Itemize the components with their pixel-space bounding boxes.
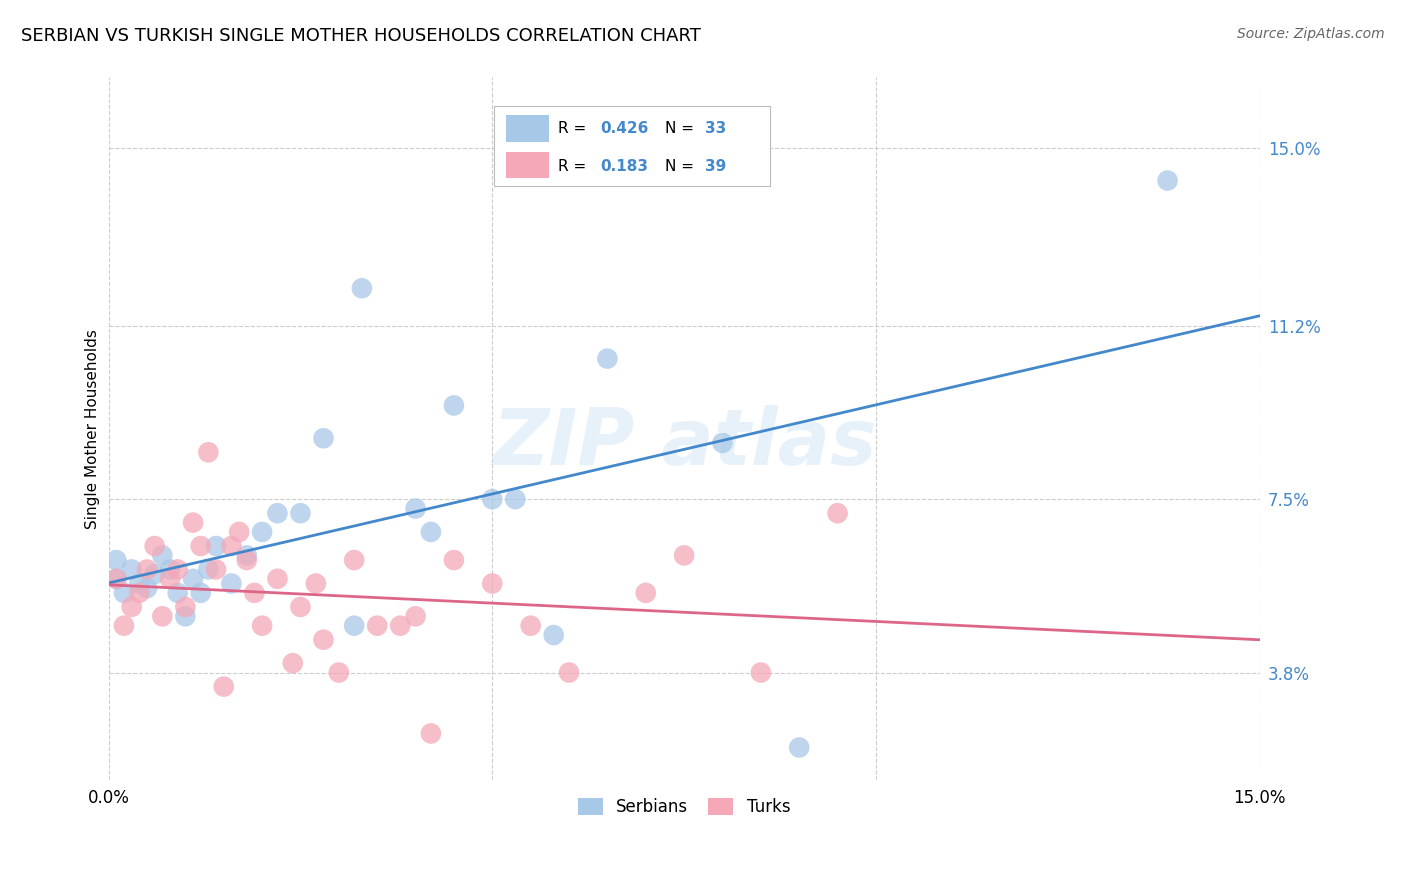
- Point: [197, 562, 219, 576]
- Point: [143, 539, 166, 553]
- Point: [443, 399, 465, 413]
- Point: [174, 599, 197, 614]
- Point: [405, 501, 427, 516]
- Point: [143, 567, 166, 582]
- Point: [481, 492, 503, 507]
- Text: 0.183: 0.183: [600, 159, 648, 174]
- Point: [190, 539, 212, 553]
- Text: ZIP atlas: ZIP atlas: [492, 405, 876, 481]
- Text: Source: ZipAtlas.com: Source: ZipAtlas.com: [1237, 27, 1385, 41]
- Point: [443, 553, 465, 567]
- Point: [787, 740, 810, 755]
- Point: [305, 576, 328, 591]
- Point: [121, 562, 143, 576]
- Point: [749, 665, 772, 680]
- Point: [121, 599, 143, 614]
- Text: SERBIAN VS TURKISH SINGLE MOTHER HOUSEHOLDS CORRELATION CHART: SERBIAN VS TURKISH SINGLE MOTHER HOUSEHO…: [21, 27, 702, 45]
- Point: [235, 553, 257, 567]
- Point: [159, 562, 181, 576]
- Point: [105, 572, 128, 586]
- Y-axis label: Single Mother Households: Single Mother Households: [86, 329, 100, 529]
- Point: [366, 618, 388, 632]
- Point: [150, 549, 173, 563]
- Point: [519, 618, 541, 632]
- Point: [419, 524, 441, 539]
- Text: R =: R =: [558, 159, 591, 174]
- Point: [343, 618, 366, 632]
- Point: [505, 492, 527, 507]
- FancyBboxPatch shape: [506, 115, 550, 142]
- Text: N =: N =: [665, 159, 699, 174]
- Point: [350, 281, 373, 295]
- Point: [827, 506, 849, 520]
- Point: [389, 618, 412, 632]
- Point: [197, 445, 219, 459]
- Point: [221, 576, 243, 591]
- Point: [166, 562, 188, 576]
- Point: [150, 609, 173, 624]
- Point: [290, 599, 312, 614]
- Point: [250, 524, 273, 539]
- Point: [343, 553, 366, 567]
- Legend: Serbians, Turks: Serbians, Turks: [569, 789, 799, 825]
- FancyBboxPatch shape: [495, 105, 770, 186]
- Point: [159, 572, 181, 586]
- Point: [174, 609, 197, 624]
- Point: [181, 572, 204, 586]
- Point: [136, 581, 159, 595]
- Point: [328, 665, 350, 680]
- Point: [711, 436, 734, 450]
- Point: [543, 628, 565, 642]
- Text: N =: N =: [665, 120, 699, 136]
- Text: 0.426: 0.426: [600, 120, 648, 136]
- Point: [105, 553, 128, 567]
- Point: [250, 618, 273, 632]
- Point: [312, 431, 335, 445]
- Point: [235, 549, 257, 563]
- Point: [221, 539, 243, 553]
- Text: 39: 39: [704, 159, 725, 174]
- Point: [405, 609, 427, 624]
- Point: [190, 586, 212, 600]
- Point: [228, 524, 250, 539]
- Point: [166, 586, 188, 600]
- Text: 33: 33: [704, 120, 725, 136]
- Point: [243, 586, 266, 600]
- Point: [112, 586, 135, 600]
- Text: R =: R =: [558, 120, 591, 136]
- Point: [212, 680, 235, 694]
- Point: [290, 506, 312, 520]
- FancyBboxPatch shape: [506, 152, 550, 178]
- Point: [312, 632, 335, 647]
- Point: [596, 351, 619, 366]
- Point: [128, 586, 150, 600]
- Point: [181, 516, 204, 530]
- Point: [634, 586, 657, 600]
- Point: [1156, 173, 1178, 187]
- Point: [136, 562, 159, 576]
- Point: [112, 618, 135, 632]
- Point: [419, 726, 441, 740]
- Point: [481, 576, 503, 591]
- Point: [205, 562, 228, 576]
- Point: [205, 539, 228, 553]
- Point: [558, 665, 581, 680]
- Point: [266, 506, 288, 520]
- Point: [266, 572, 288, 586]
- Point: [128, 576, 150, 591]
- Point: [105, 572, 128, 586]
- Point: [673, 549, 696, 563]
- Point: [281, 656, 304, 670]
